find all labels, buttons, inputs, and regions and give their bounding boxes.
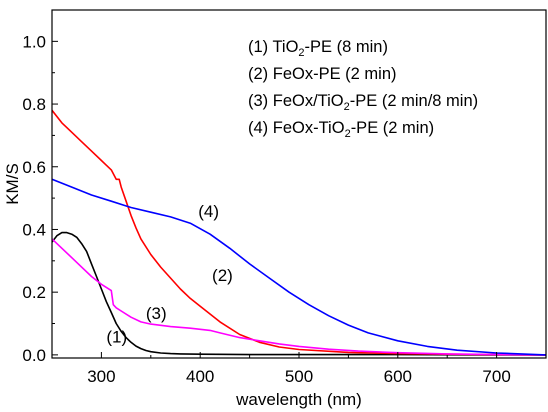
y-tick-label: 0.0 <box>22 346 46 365</box>
legend-entry-4: (4) FeOx-TiO2-PE (2 min) <box>248 119 434 140</box>
series-label-4: (4) <box>198 202 219 221</box>
x-tick-label: 500 <box>285 367 313 386</box>
legend-entry-3: (3) FeOx/TiO2-PE (2 min/8 min) <box>248 92 478 113</box>
series-label-3: (3) <box>146 304 167 323</box>
x-axis-label: wavelength (nm) <box>235 390 362 409</box>
x-tick-label: 700 <box>482 367 510 386</box>
series-labels: (1) (2) (3) (4) <box>106 202 232 346</box>
y-axis-label: KM/S <box>3 163 22 205</box>
x-axis-ticks: 300 400 500 600 700 <box>51 352 547 386</box>
series-line-1 <box>52 231 546 356</box>
y-tick-label: 0.2 <box>22 283 46 302</box>
x-tick-label: 600 <box>384 367 412 386</box>
y-axis-ticks: 0.0 0.2 0.4 0.6 0.8 1.0 <box>22 32 58 365</box>
series-line-4 <box>52 178 546 356</box>
series-label-2: (2) <box>212 266 233 285</box>
y-tick-label: 1.0 <box>22 32 46 51</box>
legend-entry-2: (2) FeOx-PE (2 min) <box>248 65 397 83</box>
x-tick-label: 300 <box>87 367 115 386</box>
series-curves <box>52 109 546 356</box>
y-tick-label: 0.6 <box>22 158 46 177</box>
y-tick-label: 0.4 <box>22 220 46 239</box>
y-tick-label: 0.8 <box>22 95 46 114</box>
legend-entry-1: (1) TiO2-PE (8 min) <box>248 38 388 59</box>
legend: (1) TiO2-PE (8 min) (2) FeOx-PE (2 min) (3… <box>248 38 478 140</box>
series-label-1: (1) <box>106 327 127 346</box>
series-line-3 <box>52 238 546 356</box>
plot-frame <box>51 9 547 359</box>
x-tick-label: 400 <box>186 367 214 386</box>
series-line-2 <box>52 109 546 356</box>
